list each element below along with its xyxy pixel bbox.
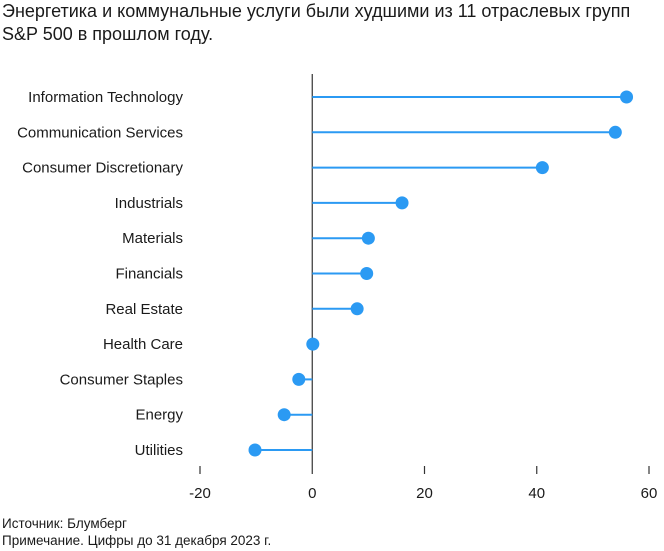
chart-footer: Источник: Блумберг Примечание. Цифры до … <box>2 515 271 549</box>
category-label-7: Health Care <box>103 336 183 353</box>
data-note: Примечание. Цифры до 31 декабря 2023 г. <box>2 533 272 548</box>
category-label-1: Communication Services <box>17 124 183 141</box>
lollipop-dot-8 <box>292 372 306 386</box>
category-label-9: Energy <box>135 407 183 424</box>
lollipop-dot-3 <box>395 196 409 210</box>
x-tick-label-0: -20 <box>189 485 211 502</box>
lollipop-dot-0 <box>620 90 634 104</box>
lollipop-dot-10 <box>248 443 262 457</box>
chart-title: Энергетика и коммунальные услуги были ху… <box>2 0 664 46</box>
x-tick-label-3: 40 <box>528 485 545 502</box>
chart-title-line-2: S&P 500 в прошлом году. <box>2 24 214 44</box>
lollipop-dot-7 <box>306 337 320 351</box>
category-label-2: Consumer Discretionary <box>22 160 183 177</box>
lollipop-dot-4 <box>361 231 375 245</box>
chart-title-line-1: Энергетика и коммунальные услуги были ху… <box>2 1 631 21</box>
x-tick-label-1: 0 <box>308 485 316 502</box>
x-tick-label-4: 60 <box>641 485 658 502</box>
category-label-5: Financials <box>115 266 183 283</box>
category-label-10: Utilities <box>135 442 183 459</box>
category-label-6: Real Estate <box>105 301 183 318</box>
category-label-4: Materials <box>122 230 183 247</box>
lollipop-dot-9 <box>277 408 291 422</box>
category-label-0: Information Technology <box>28 89 183 106</box>
category-label-3: Industrials <box>115 195 183 212</box>
category-label-8: Consumer Staples <box>60 371 183 388</box>
lollipop-dot-5 <box>360 267 374 280</box>
lollipop-dot-6 <box>350 302 364 316</box>
x-tick-label-2: 20 <box>416 485 433 502</box>
source-note: Источник: Блумберг <box>2 516 127 531</box>
lollipop-dot-2 <box>535 161 549 175</box>
lollipop-dot-1 <box>608 125 622 139</box>
